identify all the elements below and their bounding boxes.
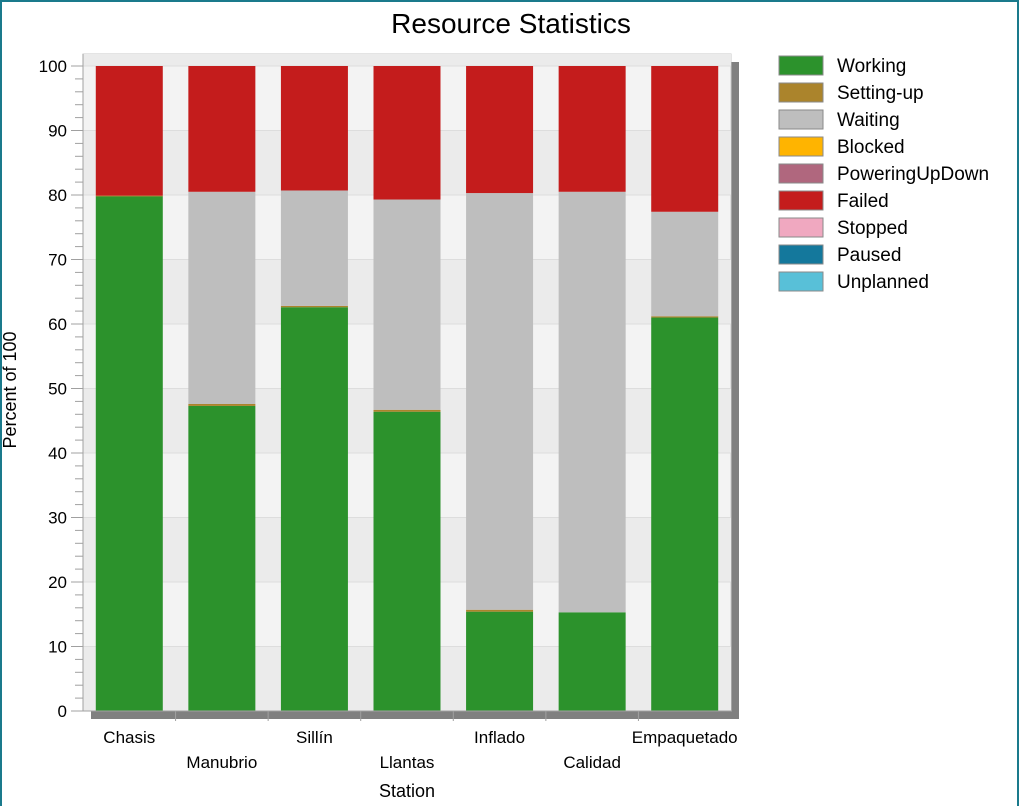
y-tick-label: 50 xyxy=(48,380,67,399)
bar-waiting-6 xyxy=(651,211,719,317)
bar-working-2 xyxy=(280,307,348,711)
y-tick-label: 20 xyxy=(48,573,67,592)
legend-label: Setting-up xyxy=(837,83,924,104)
bar-failed-5 xyxy=(558,66,626,192)
legend-swatch xyxy=(778,217,824,238)
y-axis: 0 10 20 30 40 50 60 70 80 90 100 xyxy=(39,54,84,721)
bar-waiting-3 xyxy=(373,199,441,410)
legend-swatch xyxy=(778,55,824,76)
legend-swatch xyxy=(778,190,824,211)
bars xyxy=(95,66,719,712)
bar-waiting-4 xyxy=(466,193,534,610)
y-tick-label: 30 xyxy=(48,509,67,528)
legend-swatch xyxy=(778,136,824,157)
bar-setting-up-2 xyxy=(280,305,348,308)
bar-failed-6 xyxy=(651,66,719,212)
legend-label: Waiting xyxy=(837,110,900,131)
bar-setting-up-0 xyxy=(95,195,163,197)
x-category-label: Inflado xyxy=(474,728,525,747)
bar-failed-0 xyxy=(95,66,163,196)
legend: Working Setting-up Waiting Blocked PoweringU… xyxy=(778,55,989,293)
y-tick-label: 40 xyxy=(48,444,67,463)
bar-working-1 xyxy=(188,405,256,711)
y-tick-label: 90 xyxy=(48,122,67,141)
y-tick-label: 100 xyxy=(39,57,67,76)
y-tick-label: 80 xyxy=(48,186,67,205)
legend-swatch xyxy=(778,82,824,103)
bar-waiting-5 xyxy=(558,191,626,613)
bar-setting-up-1 xyxy=(188,403,256,406)
legend-swatch xyxy=(778,109,824,130)
chart-title: Resource Statistics xyxy=(391,8,631,39)
bar-working-5 xyxy=(558,612,626,711)
legend-label: Failed xyxy=(837,191,889,212)
x-category-label: Chasis xyxy=(103,728,155,747)
legend-label: Blocked xyxy=(837,137,905,158)
y-tick-label: 10 xyxy=(48,638,67,657)
bar-setting-up-4 xyxy=(466,609,534,612)
legend-label: Unplanned xyxy=(837,272,929,293)
y-tick-label: 0 xyxy=(58,702,67,721)
bar-setting-up-3 xyxy=(373,409,441,412)
bar-failed-1 xyxy=(188,66,256,192)
y-tick-label: 70 xyxy=(48,251,67,270)
bar-working-3 xyxy=(373,411,441,711)
bar-waiting-1 xyxy=(188,191,256,404)
grid-band xyxy=(83,54,731,66)
legend-swatch xyxy=(778,271,824,292)
bar-working-0 xyxy=(95,196,163,712)
legend-label: PoweringUpDown xyxy=(837,164,989,185)
bar-failed-4 xyxy=(466,66,534,194)
bar-setting-up-6 xyxy=(651,316,719,318)
y-tick-label: 60 xyxy=(48,315,67,334)
legend-label: Paused xyxy=(837,245,901,266)
x-axis: Chasis Manubrio Sillín Llantas Inflado Calida… xyxy=(83,710,738,772)
bar-failed-2 xyxy=(280,66,348,191)
legend-label: Working xyxy=(837,56,906,77)
x-category-label: Empaquetado xyxy=(632,728,738,747)
x-category-label: Llantas xyxy=(380,753,435,772)
legend-label: Stopped xyxy=(837,218,908,239)
x-category-label: Calidad xyxy=(563,753,621,772)
legend-swatch xyxy=(778,163,824,184)
bar-failed-3 xyxy=(373,66,441,200)
x-category-label: Manubrio xyxy=(186,753,257,772)
legend-swatch xyxy=(778,244,824,265)
bar-working-4 xyxy=(466,611,534,711)
x-axis-title: Station xyxy=(379,781,435,801)
bar-waiting-2 xyxy=(280,190,348,306)
x-category-label: Sillín xyxy=(296,728,333,747)
bar-working-6 xyxy=(651,317,719,711)
y-axis-title: Percent of 100 xyxy=(0,331,20,448)
